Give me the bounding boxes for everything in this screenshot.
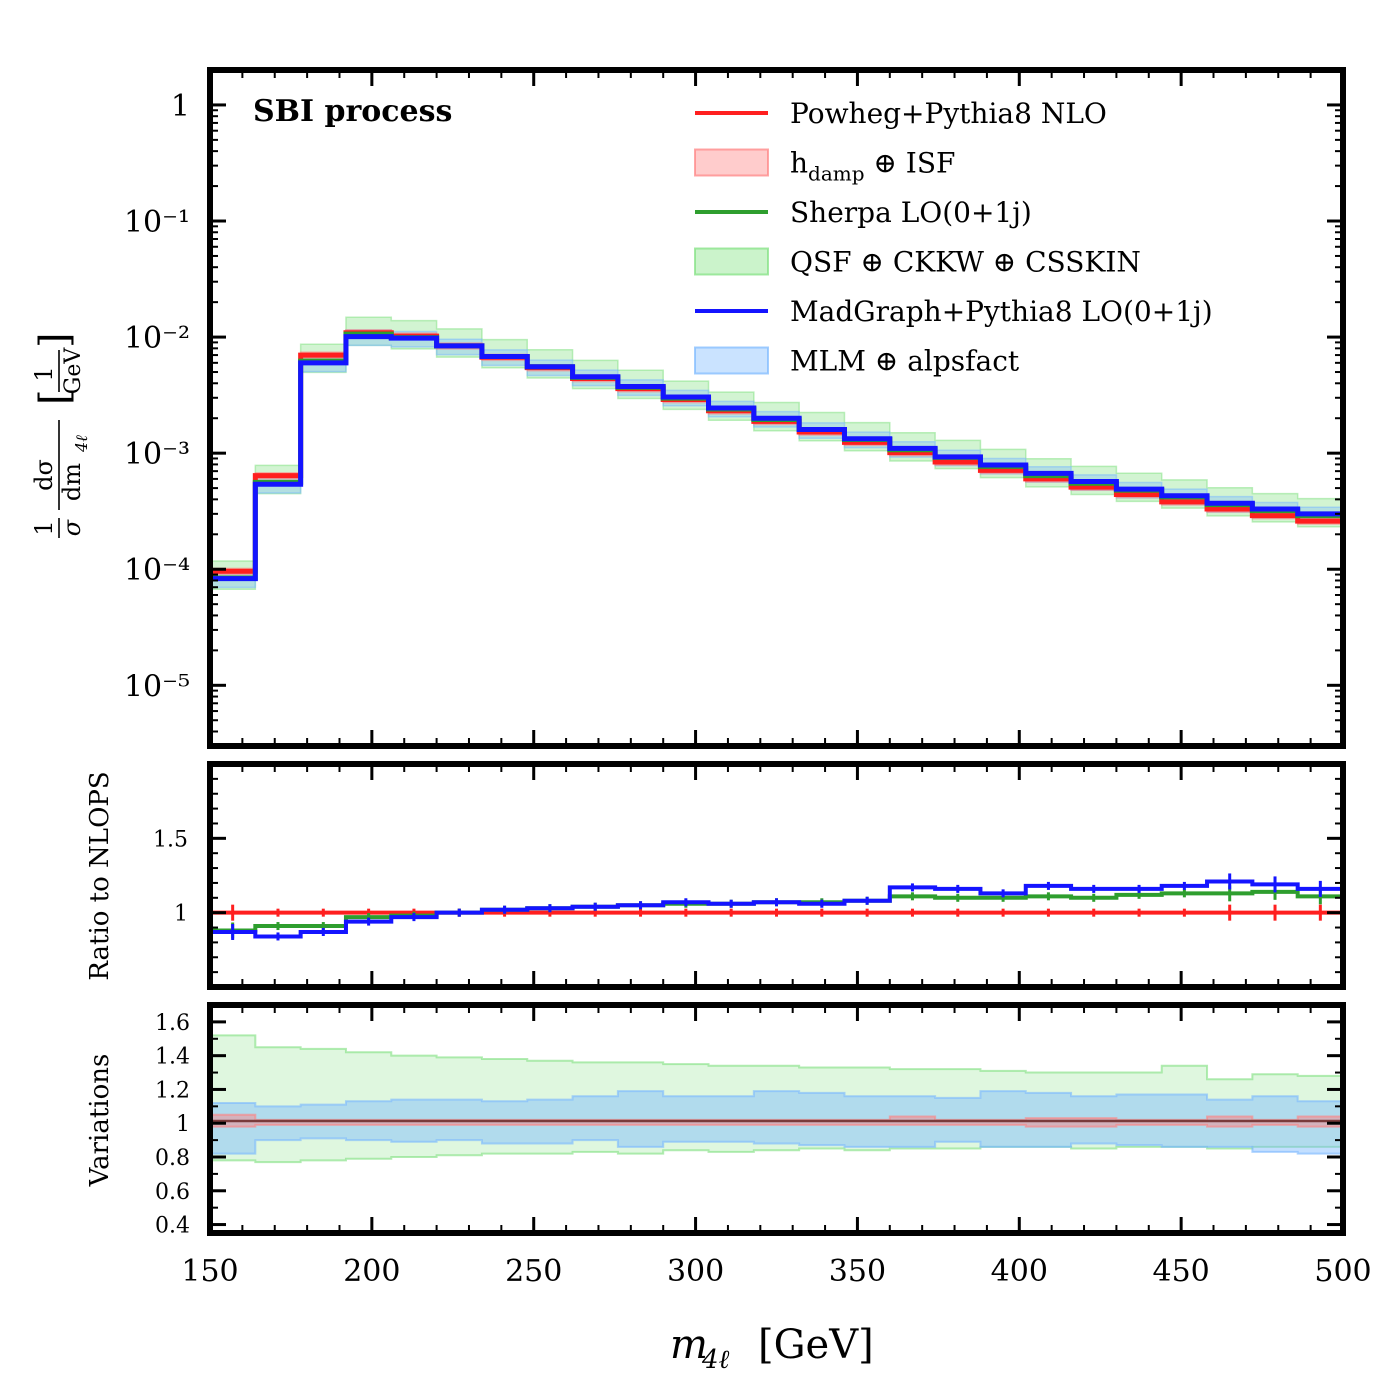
main-ytick-label: 1 (171, 89, 190, 124)
xtick-label: 450 (1153, 1254, 1210, 1289)
legend-label: Powheg+Pythia8 NLO (790, 97, 1107, 130)
variations-ytick-label: 1.4 (155, 1045, 190, 1070)
main-series-0 (210, 330, 1343, 574)
xlabel-sub: 4ℓ (701, 1345, 730, 1375)
variations-ytick-label: 0.6 (155, 1180, 190, 1205)
xtick-label: 400 (991, 1254, 1048, 1289)
main-bands (209, 316, 1344, 591)
main-ytick-label: 10⁻⁴ (124, 553, 190, 588)
legend-label: MadGraph+Pythia8 LO(0+1j) (790, 295, 1213, 328)
xtick-label: 150 (181, 1254, 238, 1289)
legend-label: Sherpa LO(0+1j) (790, 196, 1032, 229)
main-band-0 (209, 329, 1344, 576)
ratio-series-2 (210, 879, 1343, 939)
x-axis-title: m 4ℓ [GeV] (670, 1322, 874, 1375)
variations-ylabel: Variations (85, 1054, 115, 1188)
main-frame (207, 67, 1346, 749)
xtick-label: 350 (829, 1254, 886, 1289)
xtick-label: 200 (343, 1254, 400, 1289)
variations-ytick-label: 1 (176, 1112, 190, 1137)
variations-bands (209, 1034, 1344, 1164)
ratio-panel: 11.5 (153, 761, 1346, 990)
main-lines (210, 330, 1343, 582)
main-ytick-label: 10⁻⁵ (124, 669, 190, 704)
variations-ytick-label: 0.4 (155, 1214, 190, 1239)
ratio-ytick-label: 1.5 (153, 827, 188, 852)
ylabel-d-sub: 4ℓ (72, 435, 91, 453)
legend: Powheg+Pythia8 NLO hdamp ⊕ ISF Sherpa LO(0… (694, 97, 1213, 378)
legend-label: QSF ⊕ CKKW ⊕ CSSKIN (790, 246, 1141, 279)
main-series-2 (210, 334, 1343, 582)
ylabel-d-den: dm (58, 463, 86, 501)
ratio-frame (207, 761, 1346, 990)
ylabel-d-num: dσ (30, 459, 58, 491)
main-ylabel: 1 σ dσ dm 4ℓ [ 1 GeV ] (30, 332, 91, 538)
xtick-label: 300 (667, 1254, 724, 1289)
legend-band-swatch (694, 247, 769, 276)
ylabel-unit-den: GeV (61, 347, 86, 395)
legend-band-swatch (694, 346, 769, 375)
ylabel-bracket-close: ] (32, 332, 78, 348)
ylabel-frac-den: σ (58, 519, 86, 536)
xlabel-m: m (670, 1322, 708, 1368)
ylabel-unit-num: 1 (30, 366, 58, 381)
main-ytick-label: 10⁻³ (124, 437, 190, 472)
ratio-lines (210, 873, 1343, 941)
annotation-label: SBI process (253, 94, 452, 129)
ylabel-bracket-open: [ (32, 389, 78, 405)
variations-frame (207, 1002, 1346, 1236)
main-band-2 (209, 329, 1344, 589)
variations-panel: 0.4 0.6 0.8 1 1.2 1.4 1.6 150 200 250 300 350 400 450… (155, 1002, 1372, 1289)
xtick-label: 500 (1314, 1254, 1371, 1289)
main-band-1 (209, 316, 1344, 591)
variations-band-0 (209, 1034, 1344, 1164)
main-ytick-label: 10⁻² (124, 321, 190, 356)
ratio-ticks: 11.5 (153, 763, 1345, 988)
legend-band-swatch (694, 148, 769, 177)
variations-ytick-label: 0.8 (155, 1146, 190, 1171)
xlabel-unit: [GeV] (758, 1322, 874, 1368)
xtick-label: 250 (505, 1254, 562, 1289)
main-ytick-label: 10⁻¹ (124, 205, 190, 240)
ylabel-frac-num: 1 (30, 520, 58, 535)
variations-ytick-label: 1.2 (155, 1078, 190, 1103)
ratio-ytick-label: 1 (174, 902, 188, 927)
main-series-1 (210, 331, 1343, 581)
legend-label: MLM ⊕ alpsfact (790, 345, 1020, 378)
main-panel: 1 10⁻¹ 10⁻² 10⁻³ 10⁻⁴ 10⁻⁵ SBI process Powheg… (124, 67, 1346, 749)
legend-label: hdamp ⊕ ISF (790, 147, 955, 186)
variations-ytick-label: 1.6 (155, 1011, 190, 1036)
ratio-ylabel: Ratio to NLOPS (85, 771, 115, 980)
